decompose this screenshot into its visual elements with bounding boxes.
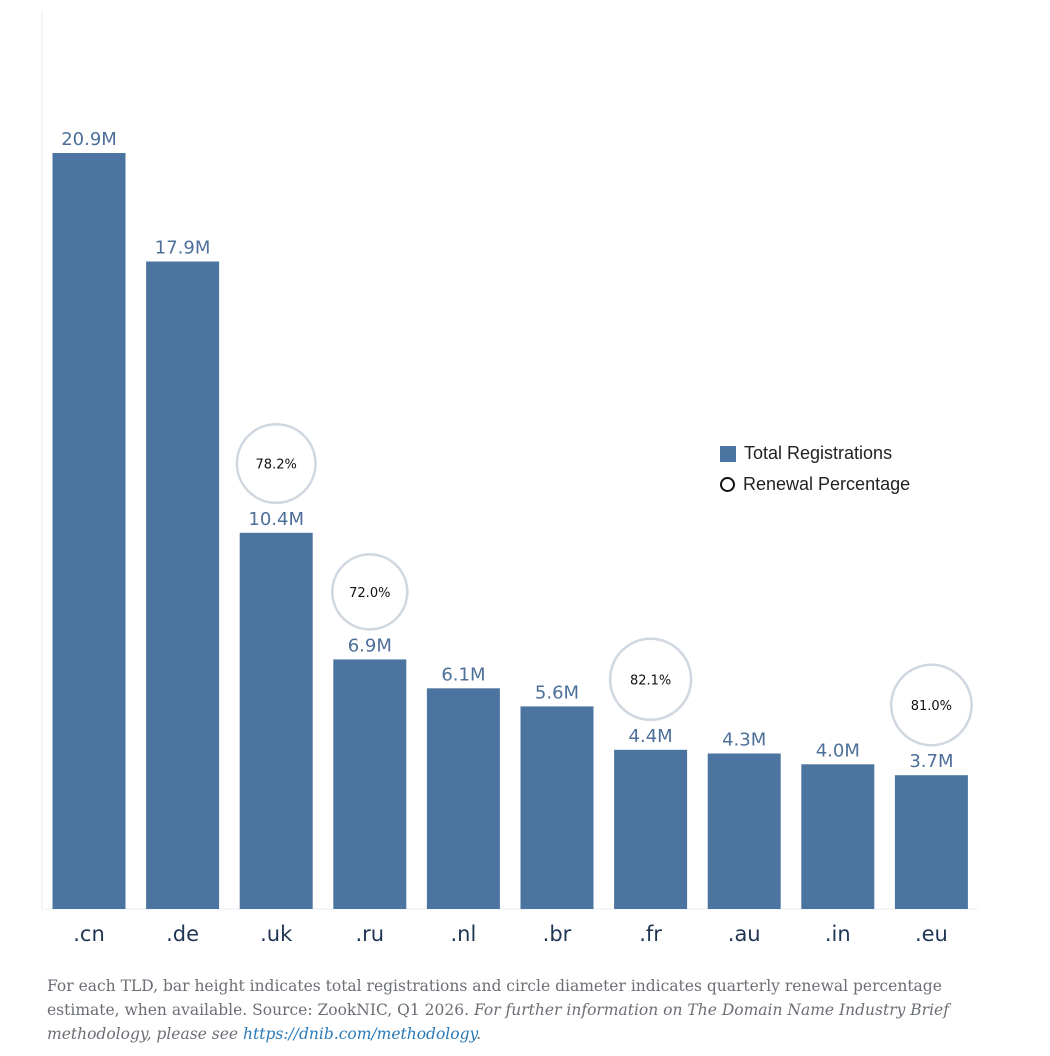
bar-ru — [333, 659, 407, 909]
footnote-end: . — [476, 1025, 482, 1043]
bar-de — [146, 261, 220, 909]
bar-value-label: 6.9M — [348, 635, 392, 656]
renewal-value-label: 78.2% — [256, 458, 297, 473]
x-tick-label: .au — [728, 922, 761, 946]
bar-in — [801, 764, 875, 909]
legend-square-swatch — [720, 445, 736, 462]
legend: Total Registrations Renewal Percentage — [720, 438, 910, 500]
bar-value-label: 3.7M — [909, 751, 953, 772]
registrations-chart: 20.9M .cn 17.9M .de 10.4M .uk 78.2% 6.9M .ru 72.0… — [41, 10, 978, 946]
bar-value-label: 5.6M — [535, 682, 579, 703]
legend-item-renewal-percentage: Renewal Percentage — [720, 469, 910, 500]
bar-fr — [614, 749, 688, 909]
renewal-value-label: 72.0% — [349, 586, 390, 601]
x-tick-label: .eu — [915, 922, 948, 946]
x-tick-label: .ru — [355, 922, 384, 946]
bar-value-label: 6.1M — [441, 664, 485, 685]
renewal-value-label: 82.1% — [630, 673, 671, 688]
bar-value-label: 4.4M — [629, 726, 673, 747]
renewal-circle-fr — [608, 637, 693, 722]
bar-au — [707, 753, 781, 909]
x-tick-label: .in — [825, 922, 851, 946]
bar-value-label: 10.4M — [248, 509, 304, 530]
bar-value-label: 4.0M — [816, 740, 860, 761]
renewal-circle-ru — [331, 553, 409, 631]
bar-value-label: 17.9M — [155, 238, 211, 259]
legend-label: Total Registrations — [744, 443, 893, 463]
renewal-circle-uk — [235, 422, 317, 505]
footnote: For each TLD, bar height indicates total… — [47, 974, 1007, 1046]
bar-br — [520, 706, 594, 909]
methodology-link[interactable]: https://dnib.com/methodology — [243, 1025, 477, 1043]
bar-value-label: 4.3M — [722, 730, 766, 751]
bar-uk — [239, 532, 313, 909]
x-tick-label: .cn — [73, 922, 105, 946]
legend-circle-swatch — [720, 477, 735, 492]
x-tick-label: .uk — [260, 922, 293, 946]
bar-value-label: 20.9M — [61, 129, 117, 150]
x-tick-label: .de — [166, 922, 199, 946]
legend-item-total-registrations: Total Registrations — [720, 438, 910, 469]
bar-eu — [894, 775, 968, 909]
bar-nl — [426, 688, 500, 909]
renewal-value-label: 81.0% — [911, 699, 952, 714]
renewal-circle-eu — [889, 663, 973, 747]
footnote-italic-text: For further information on The Domain Na… — [47, 1001, 949, 1043]
footnote-text: For each TLD, bar height indicates total… — [47, 977, 942, 1019]
x-tick-label: .nl — [450, 922, 476, 946]
legend-label: Renewal Percentage — [743, 474, 911, 494]
x-tick-label: .fr — [639, 922, 662, 946]
bar-cn — [52, 153, 126, 909]
x-tick-label: .br — [543, 922, 572, 946]
